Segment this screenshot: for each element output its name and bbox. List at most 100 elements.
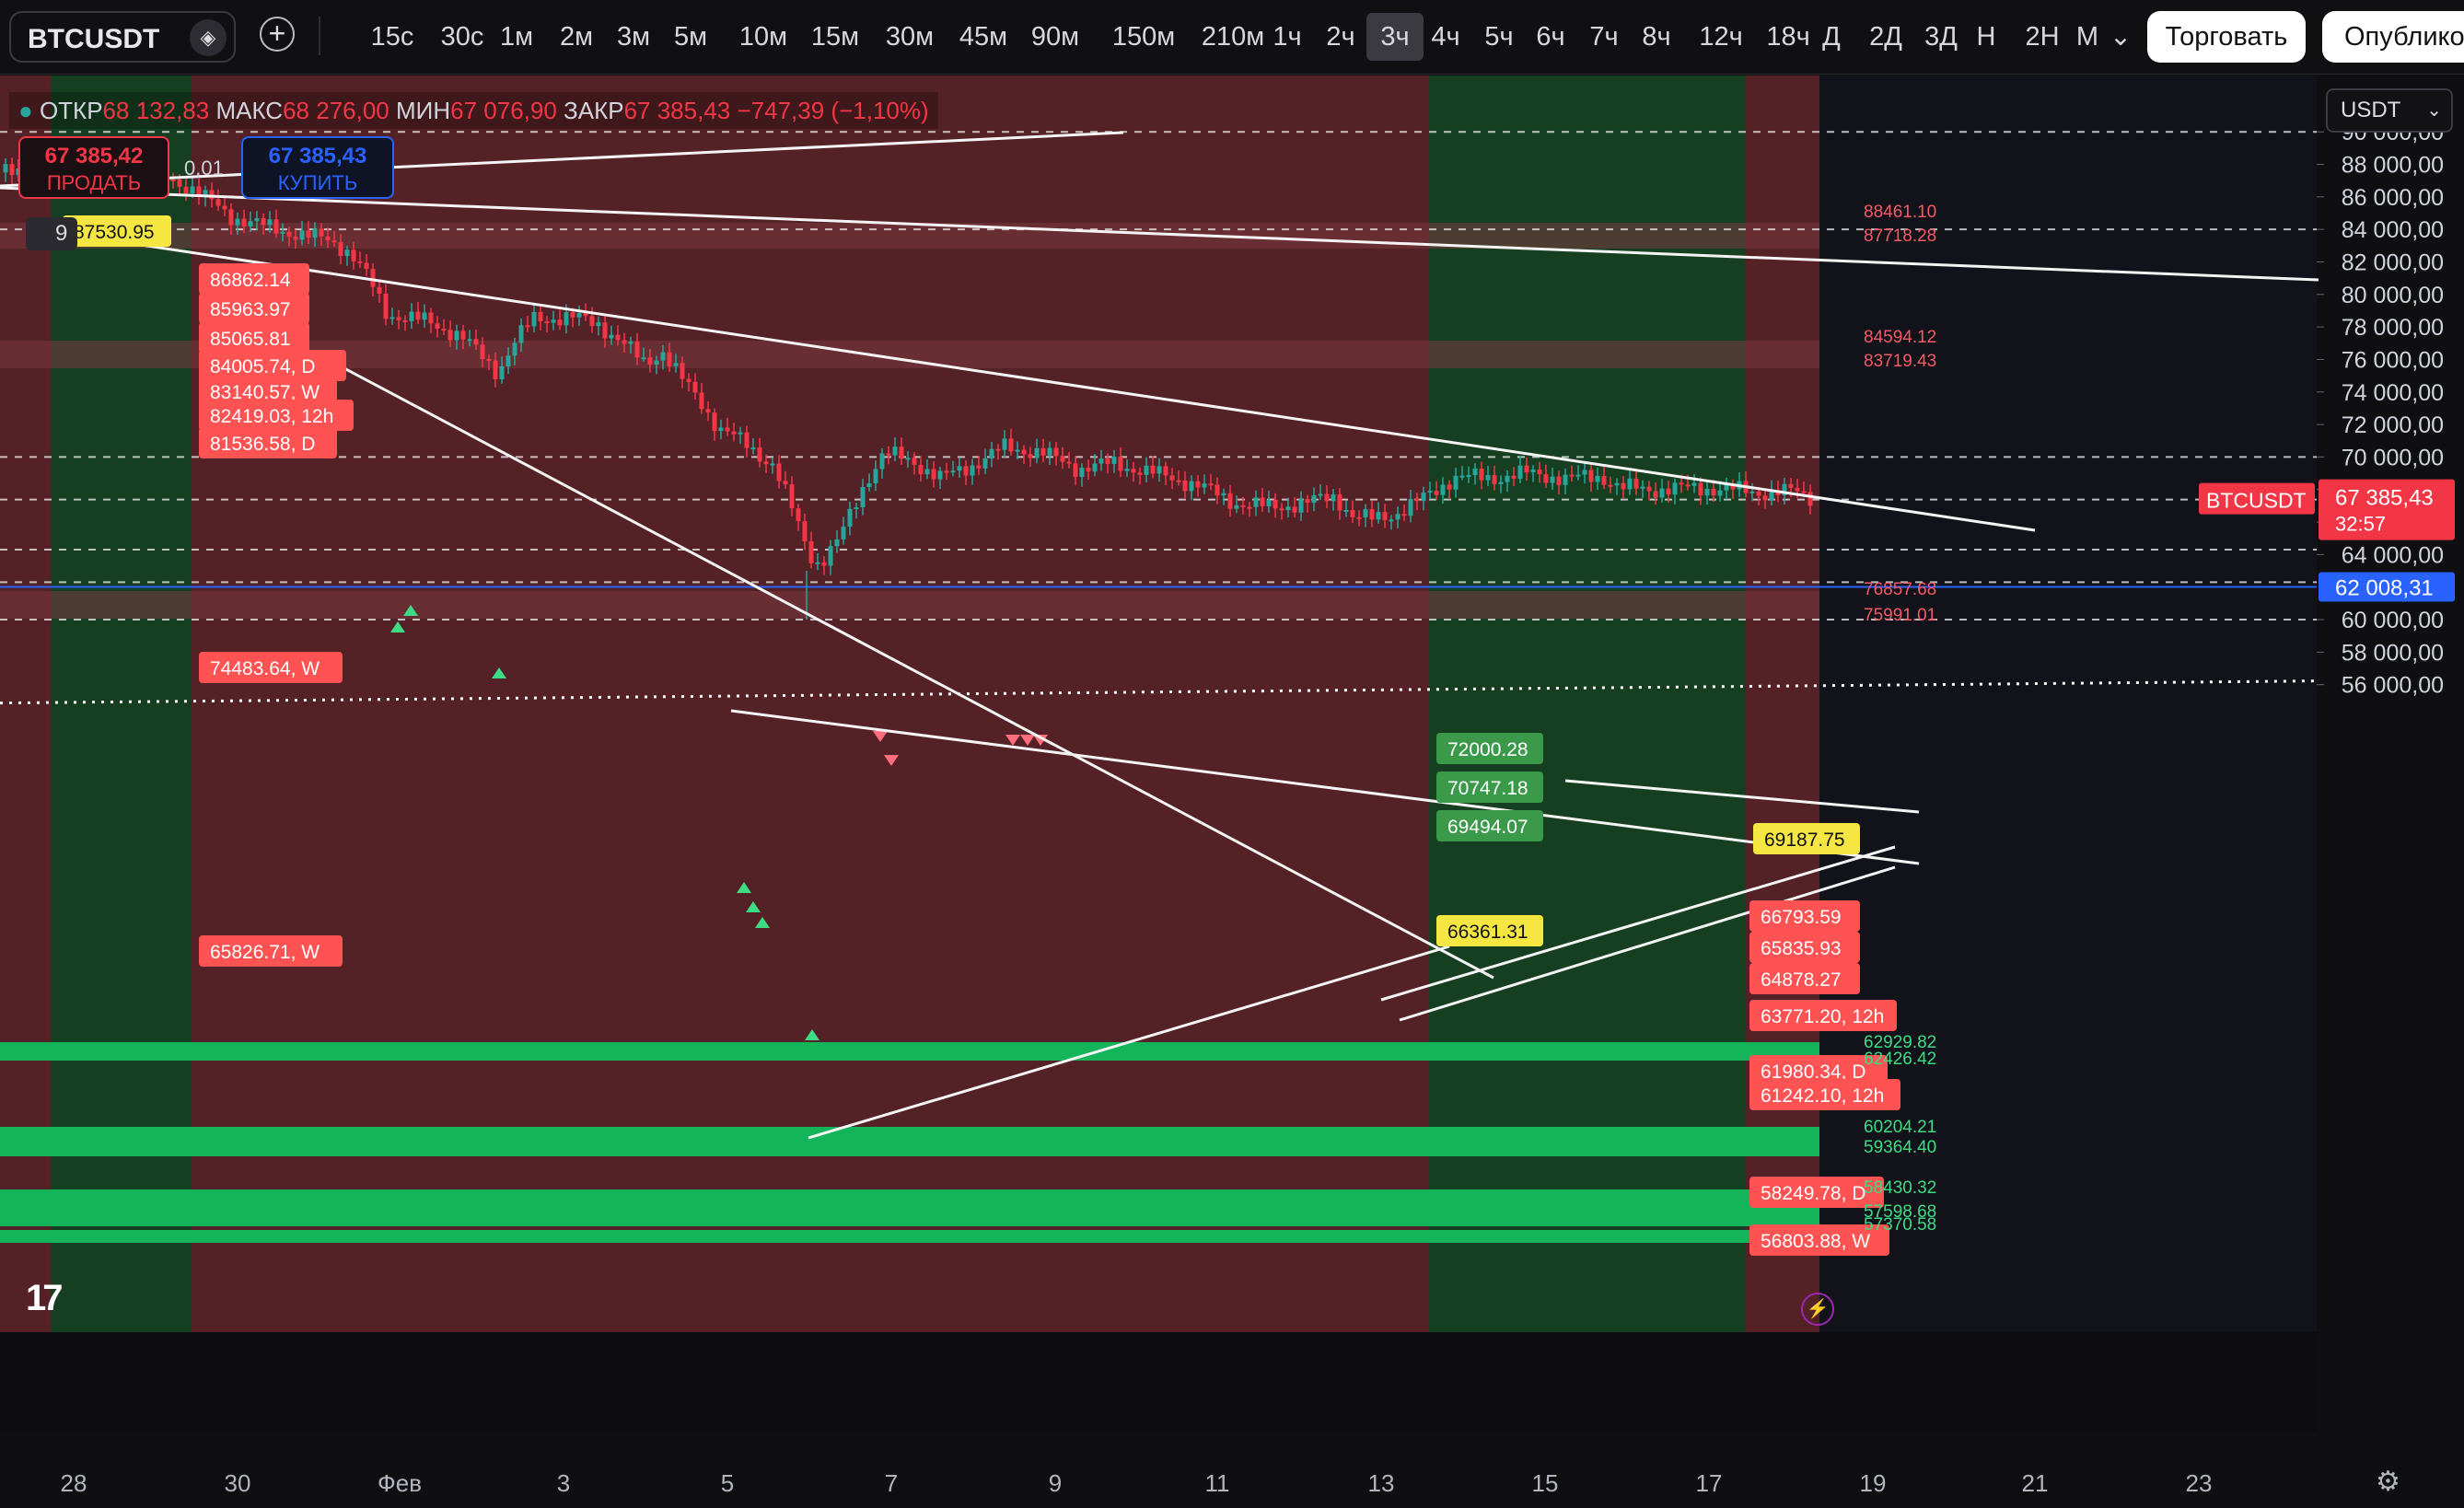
timeframe-27[interactable]: Н — [1976, 22, 1996, 52]
candle-body — [1730, 484, 1736, 490]
timeframe-12[interactable]: 150м — [1111, 22, 1176, 52]
sell-signal-icon — [1005, 735, 1020, 746]
candle-body — [667, 352, 672, 366]
candle-body — [1472, 468, 1478, 475]
candle-body — [344, 249, 350, 257]
candle-body — [1221, 493, 1226, 496]
price-label-box — [199, 293, 309, 324]
chevron-down-icon[interactable]: ⌄ — [2109, 22, 2133, 52]
candle-body — [570, 312, 575, 318]
symbol-tag-label: BTCUSDT — [2206, 489, 2307, 513]
price-label: 66361.31 — [1447, 922, 1528, 943]
time-axis[interactable] — [0, 1433, 2464, 1508]
candle-body — [1169, 475, 1175, 481]
timeframe-4[interactable]: 2м — [559, 22, 594, 52]
candle-body — [312, 228, 318, 238]
timeframe-20[interactable]: 7ч — [1589, 22, 1619, 52]
candle-body — [351, 249, 356, 261]
timeframe-18[interactable]: 5ч — [1484, 22, 1514, 52]
timeframe-6[interactable]: 5м — [673, 22, 708, 52]
lightning-icon[interactable]: ⚡ — [1801, 1293, 1834, 1326]
symbol-search[interactable]: BTCUSDT ◈ — [9, 11, 236, 63]
candle-body — [802, 521, 808, 542]
candle-body — [673, 363, 679, 366]
candle-body — [1260, 497, 1265, 506]
timeframe-29[interactable]: М — [2075, 22, 2099, 52]
candle-body — [1788, 483, 1794, 488]
candle-body — [467, 339, 472, 342]
future-area — [1819, 75, 2317, 1332]
candle-body — [1582, 470, 1587, 475]
publish-button[interactable]: Опублико — [2322, 11, 2464, 63]
tradingview-logo[interactable]: 17 — [26, 1278, 63, 1318]
candle-body — [1698, 482, 1703, 496]
timeframe-19[interactable]: 6ч — [1536, 22, 1565, 52]
sell-signal-icon — [1033, 735, 1048, 746]
currency-select[interactable]: USDT ⌄ — [2326, 88, 2453, 133]
price-chart[interactable]: 87530.95 86862.14 85963.97 85065.81 84005.74… — [0, 75, 2464, 1433]
candle-body — [1640, 486, 1645, 489]
timeframe-22[interactable]: 12ч — [1699, 22, 1743, 52]
timeframe-14[interactable]: 1ч — [1273, 22, 1302, 52]
low-value: 67 076,90 — [450, 97, 557, 124]
candle-body — [1182, 480, 1188, 492]
add-symbol-icon[interactable]: + — [260, 17, 295, 52]
timeframe-11[interactable]: 90м — [1030, 22, 1080, 52]
timeframe-25[interactable]: 2Д — [1869, 22, 1902, 52]
candle-body — [615, 334, 621, 341]
candle-body — [273, 219, 279, 234]
timeframe-9[interactable]: 30м — [885, 22, 935, 52]
timeframe-17[interactable]: 4ч — [1431, 22, 1460, 52]
sell-button[interactable]: 67 385,42 ПРОДАТЬ — [18, 136, 169, 199]
candle-body — [1672, 482, 1678, 495]
candle-body — [1015, 449, 1020, 452]
timeframe-16[interactable]: 3ч — [1366, 13, 1424, 61]
timeframe-28[interactable]: 2Н — [2025, 22, 2060, 52]
timeframe-3[interactable]: 1м — [499, 22, 534, 52]
price-label: 86862.14 — [210, 270, 291, 291]
candle-body — [525, 325, 530, 328]
candle-body — [1331, 494, 1336, 502]
timeframe-15[interactable]: 2ч — [1326, 22, 1355, 52]
timeframe-2[interactable]: 30с — [440, 22, 484, 52]
candle-body — [834, 539, 840, 547]
demand-zone — [0, 1127, 1819, 1156]
time-tick-label: 15 — [1531, 1469, 1559, 1497]
candle-body — [1008, 438, 1014, 452]
timeframe-5[interactable]: 3м — [616, 22, 651, 52]
trade-button[interactable]: Торговать — [2147, 11, 2306, 63]
price-label: 72000.28 — [1447, 739, 1528, 760]
blue-price-label: 62 008,31 — [2335, 576, 2434, 601]
price-label-box — [199, 263, 309, 295]
chart-area[interactable]: 87530.95 86862.14 85963.97 85065.81 84005.74… — [0, 75, 2464, 1433]
candle-body — [235, 218, 240, 226]
price-label-box — [199, 376, 337, 407]
timeframe-13[interactable]: 210м — [1201, 22, 1265, 52]
price-label: 81536.58, D — [210, 434, 315, 455]
candle-body — [1131, 469, 1136, 473]
timeframe-26[interactable]: 3Д — [1924, 22, 1958, 52]
chevron-down-icon: ⌄ — [2426, 100, 2442, 121]
zone-level-label: 59364.40 — [1864, 1138, 1936, 1157]
candle-body — [1595, 475, 1600, 482]
buy-button[interactable]: 67 385,43 КУПИТЬ — [241, 136, 394, 199]
candle-body — [1137, 472, 1143, 475]
timeframe-21[interactable]: 8ч — [1642, 22, 1671, 52]
candle-body — [1505, 475, 1510, 482]
candle-body — [1717, 490, 1723, 496]
timeframe-7[interactable]: 10м — [738, 22, 788, 52]
timeframe-10[interactable]: 45м — [959, 22, 1008, 52]
candle-body — [1073, 463, 1078, 478]
settings-gear-icon[interactable]: ⚙ — [2376, 1467, 2400, 1497]
candle-body — [654, 360, 659, 365]
timeframe-24[interactable]: Д — [1822, 22, 1841, 52]
diamond-icon[interactable]: ◈ — [190, 19, 227, 56]
timeframe-23[interactable]: 18ч — [1766, 22, 1810, 52]
timeframe-8[interactable]: 15м — [810, 22, 860, 52]
timeframe-1[interactable]: 15с — [370, 22, 414, 52]
indicators-toggle[interactable]: 9 — [26, 217, 77, 250]
current-price-label: 67 385,43 — [2335, 486, 2434, 511]
candle-body — [1517, 465, 1523, 480]
trend-line — [1564, 779, 1920, 814]
candle-body — [686, 378, 692, 382]
